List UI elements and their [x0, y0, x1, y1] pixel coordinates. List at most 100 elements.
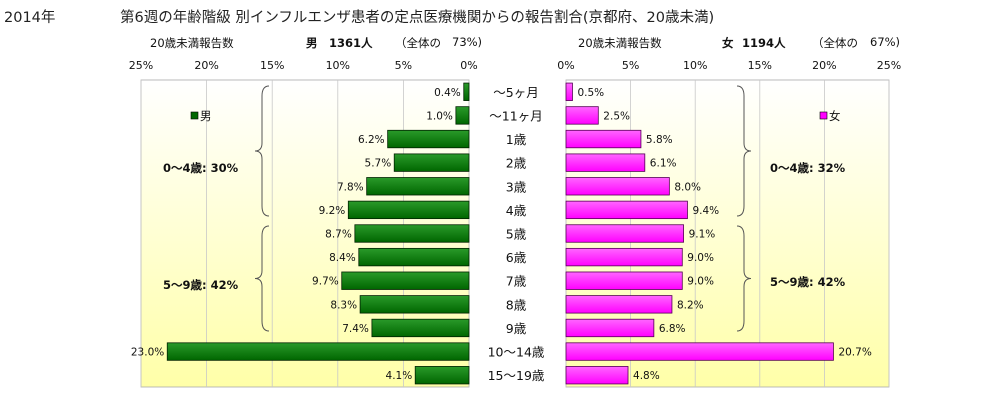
female-annotation-5-9: 5〜9歳: 42% [770, 275, 846, 289]
male-bar [366, 177, 470, 196]
female-value-label: 5.8% [646, 134, 673, 146]
male-value-label: 4.1% [386, 370, 413, 382]
male-value-label: 9.2% [319, 205, 346, 217]
female-value-label: 0.5% [577, 87, 604, 99]
female-value-label: 2.5% [603, 110, 630, 122]
male-bar [347, 200, 470, 220]
female-bar [565, 342, 834, 361]
female-bracket-0-4 [736, 85, 752, 217]
male-bar [414, 366, 470, 385]
female-bracket-5-9 [736, 225, 752, 332]
male-x-tick-label: 10% [326, 59, 350, 72]
female-bar [565, 247, 683, 267]
female-bar [565, 318, 655, 338]
male-bar [354, 224, 470, 243]
female-bar [565, 129, 642, 149]
age-category-label: 2歳 [506, 156, 527, 171]
female-value-label: 9.0% [687, 276, 714, 288]
male-bar [463, 82, 470, 101]
female-value-label: 9.4% [692, 205, 719, 217]
male-value-label: 8.7% [325, 229, 352, 241]
male-sex-label: 男 [306, 36, 318, 50]
female-x-tick-label: 25% [877, 59, 901, 72]
age-category-label: 8歳 [506, 297, 527, 312]
male-bar [359, 295, 470, 314]
male-bar [387, 129, 470, 149]
female-legend-swatch [819, 111, 828, 120]
female-legend-label: 女 [829, 109, 841, 123]
female-bar [565, 224, 684, 243]
age-category-label: 5歳 [506, 227, 527, 242]
female-bar [565, 366, 629, 385]
male-share-prefix: （全体の [395, 36, 441, 50]
female-value-label: 9.0% [687, 252, 714, 264]
male-x-tick-label: 0% [460, 59, 477, 72]
age-category-label: 1歳 [506, 132, 527, 147]
age-category-label: 3歳 [506, 179, 527, 194]
male-bar [393, 153, 470, 172]
female-bar [565, 295, 673, 314]
female-bar [565, 106, 599, 125]
female-value-label: 8.0% [674, 181, 701, 193]
female-value-label: 6.8% [659, 323, 686, 335]
age-category-label: 10〜14歳 [488, 345, 545, 360]
female-value-label: 20.7% [838, 347, 871, 359]
age-category-label: 6歳 [506, 250, 527, 265]
female-x-tick-label: 5% [622, 59, 639, 72]
female-bar [565, 153, 646, 172]
male-x-tick-label: 5% [395, 59, 412, 72]
female-share-value: 67%) [870, 35, 901, 49]
age-category-label: 9歳 [506, 321, 527, 336]
male-x-tick-label: 20% [194, 59, 218, 72]
male-annotation-0-4: 0〜4歳: 30% [163, 161, 239, 175]
female-sex-label: 女 [722, 36, 734, 50]
male-bar [455, 106, 470, 125]
male-value-label: 7.4% [342, 323, 369, 335]
female-bar [565, 177, 670, 196]
male-legend-swatch [190, 111, 199, 120]
male-total-label: 20歳未満報告数 [150, 36, 234, 50]
male-bar [341, 271, 470, 290]
title-year: 2014年 [4, 10, 56, 26]
male-value-label: 5.7% [365, 158, 392, 170]
male-annotation-5-9: 5〜9歳: 42% [163, 278, 239, 292]
female-total-label: 20歳未満報告数 [578, 36, 662, 50]
male-value-label: 6.2% [358, 134, 385, 146]
female-x-tick-label: 0% [557, 59, 574, 72]
female-bar [565, 82, 573, 101]
male-bar [358, 247, 470, 267]
female-share-prefix: （全体の [812, 36, 858, 50]
chart-title: 第6週の年齢階級 別インフルエンザ患者の定点医療機関からの報告割合(京都府、20… [120, 10, 715, 26]
male-bracket-0-4 [254, 85, 270, 217]
age-category-label: 4歳 [506, 203, 527, 218]
female-value-label: 4.8% [633, 370, 660, 382]
male-value-label: 1.0% [426, 110, 453, 122]
female-x-tick-label: 20% [812, 59, 836, 72]
male-bar [166, 342, 470, 361]
female-annotation-0-4: 0〜4歳: 32% [770, 161, 846, 175]
male-value-label: 8.4% [329, 252, 356, 264]
female-value-label: 8.2% [677, 299, 704, 311]
female-x-tick-label: 10% [683, 59, 707, 72]
age-category-label: 15〜19歳 [488, 368, 545, 383]
female-bar [565, 200, 688, 220]
male-legend-label: 男 [200, 109, 212, 123]
age-category-label: 〜11ヶ月 [489, 108, 542, 123]
male-value-label: 23.0% [131, 347, 164, 359]
female-value-label: 6.1% [650, 158, 677, 170]
male-x-tick-label: 15% [260, 59, 284, 72]
male-value-label: 9.7% [312, 276, 339, 288]
male-x-tick-label: 25% [129, 59, 153, 72]
male-value-label: 8.3% [330, 299, 357, 311]
age-category-label: 〜5ヶ月 [493, 85, 538, 100]
male-total-count: 1361人 [329, 36, 373, 50]
male-value-label: 7.8% [337, 181, 364, 193]
female-x-tick-label: 15% [748, 59, 772, 72]
male-share-value: 73%) [452, 35, 483, 49]
female-bar [565, 271, 683, 290]
male-bar [371, 318, 470, 338]
female-value-label: 9.1% [689, 229, 716, 241]
age-category-label: 7歳 [506, 274, 527, 289]
